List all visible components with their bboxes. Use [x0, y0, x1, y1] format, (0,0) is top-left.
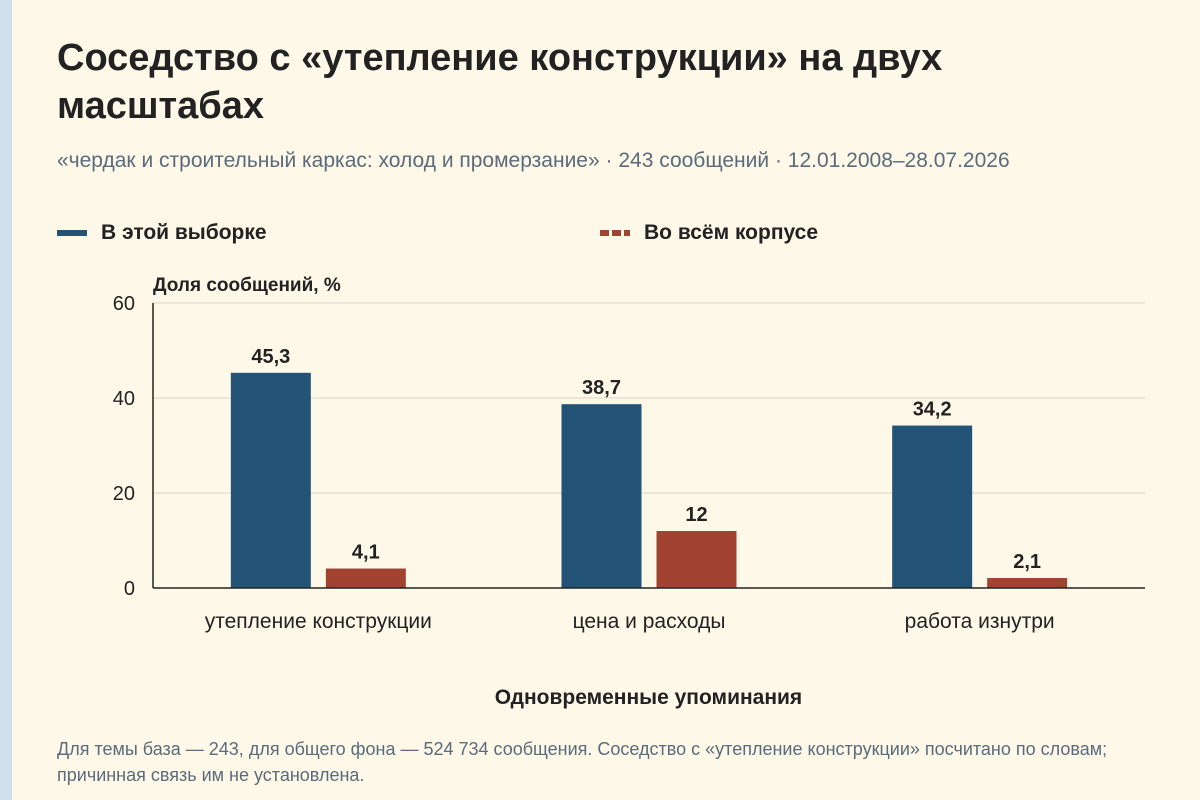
footnote: Для темы база — 243, для общего фона — 5… — [57, 739, 1108, 785]
axes: Доля сообщений, % 0 20 40 60 утепление конст… — [113, 275, 1145, 633]
bar — [561, 404, 642, 588]
bar — [230, 372, 311, 588]
y-tick-label: 60 — [113, 293, 135, 315]
y-axis-title: Доля сообщений, % — [153, 275, 341, 296]
x-tick-label: работа изнутри — [905, 610, 1055, 633]
legend-swatch-corpus — [600, 230, 630, 236]
x-tick-label: утепление конструкции — [205, 610, 432, 633]
bar — [987, 578, 1068, 588]
bar — [892, 425, 973, 588]
bar-data-label: 45,3 — [251, 346, 290, 368]
y-tick-label: 40 — [113, 388, 135, 410]
bar — [325, 568, 406, 588]
bar-data-label: 34,2 — [913, 399, 952, 421]
chart-subtitle: «чердак и строительный каркас: холод и п… — [57, 149, 1010, 172]
bar-data-label: 4,1 — [352, 542, 380, 564]
y-tick-label: 0 — [124, 578, 135, 600]
legend-item-sample: В этой выборке — [57, 219, 267, 247]
legend-label-corpus: Во всём корпусе — [644, 221, 819, 244]
x-axis-title: Одновременные упоминания — [494, 686, 803, 709]
left-accent-strip — [0, 0, 12, 800]
x-tick-label: цена и расходы — [573, 610, 726, 633]
legend-item-corpus: Во всём корпусе — [600, 219, 818, 247]
y-tick-label: 20 — [113, 483, 135, 505]
chart-title: Соседство с «утепление конструкции» на д… — [57, 37, 943, 127]
bar-data-label: 12 — [685, 504, 707, 526]
gridlines — [153, 302, 1145, 494]
legend-swatch-sample — [57, 230, 87, 236]
bar-data-label: 2,1 — [1013, 551, 1041, 573]
bar-data-label: 38,7 — [582, 377, 621, 399]
legend-label-sample: В этой выборке — [101, 221, 267, 244]
bars: 45,3 4,1 38,7 12 34,2 2,1 — [230, 346, 1068, 588]
bar — [656, 531, 737, 588]
